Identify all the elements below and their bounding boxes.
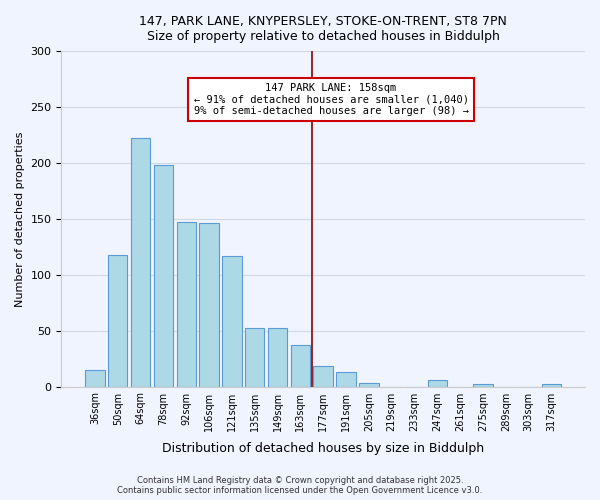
Text: Contains HM Land Registry data © Crown copyright and database right 2025.
Contai: Contains HM Land Registry data © Crown c… xyxy=(118,476,482,495)
Bar xyxy=(176,222,196,386)
Bar xyxy=(313,366,333,386)
Bar xyxy=(85,370,104,386)
Text: 147 PARK LANE: 158sqm
← 91% of detached houses are smaller (1,040)
9% of semi-de: 147 PARK LANE: 158sqm ← 91% of detached … xyxy=(194,83,469,116)
Bar xyxy=(428,380,447,386)
Y-axis label: Number of detached properties: Number of detached properties xyxy=(15,131,25,306)
Title: 147, PARK LANE, KNYPERSLEY, STOKE-ON-TRENT, ST8 7PN
Size of property relative to: 147, PARK LANE, KNYPERSLEY, STOKE-ON-TRE… xyxy=(139,15,507,43)
Bar xyxy=(473,384,493,386)
Bar xyxy=(108,254,127,386)
Bar xyxy=(542,384,561,386)
Bar xyxy=(199,224,219,386)
Bar xyxy=(359,383,379,386)
Bar xyxy=(268,328,287,386)
X-axis label: Distribution of detached houses by size in Biddulph: Distribution of detached houses by size … xyxy=(162,442,484,455)
Bar xyxy=(290,345,310,387)
Bar xyxy=(154,165,173,386)
Bar xyxy=(222,256,242,386)
Bar xyxy=(337,372,356,386)
Bar xyxy=(131,138,150,386)
Bar xyxy=(245,328,265,386)
